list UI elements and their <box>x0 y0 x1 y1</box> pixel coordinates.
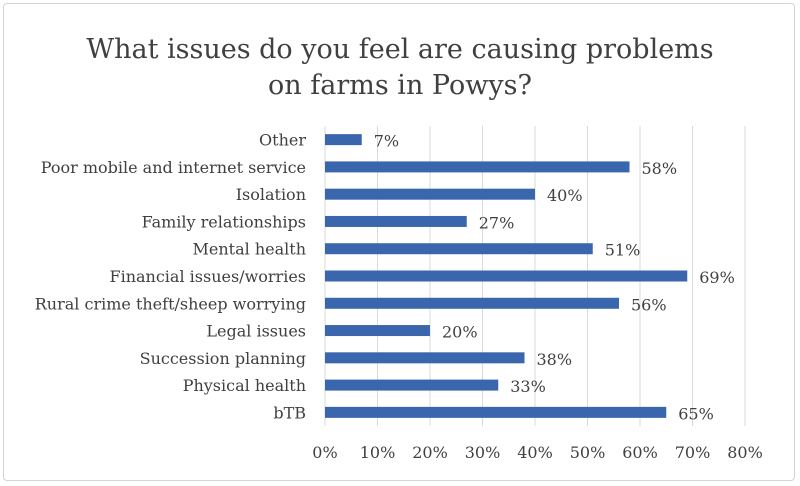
data-label: 33% <box>510 377 546 396</box>
category-label: Isolation <box>236 185 306 204</box>
data-label: 20% <box>442 323 478 342</box>
category-label: Other <box>259 131 306 150</box>
x-tick-label: 40% <box>517 443 553 462</box>
category-label: Financial issues/worries <box>109 267 306 286</box>
category-label: Physical health <box>183 376 306 395</box>
bar <box>325 188 535 200</box>
x-tick-label: 20% <box>412 443 448 462</box>
x-tick-label: 50% <box>570 443 606 462</box>
data-label: 40% <box>547 186 583 205</box>
bar <box>325 297 619 309</box>
x-tick-label: 10% <box>360 443 396 462</box>
data-label: 56% <box>631 295 667 314</box>
chart-frame <box>3 3 795 481</box>
x-tick-label: 80% <box>727 443 763 462</box>
bar <box>325 325 430 337</box>
bar <box>325 243 593 255</box>
category-label: Legal issues <box>206 322 306 341</box>
chart-title-line-1: What issues do you feel are causing prob… <box>86 34 714 65</box>
bar <box>325 161 630 173</box>
x-tick-label: 70% <box>675 443 711 462</box>
category-label: Poor mobile and internet service <box>41 158 306 177</box>
category-label: Succession planning <box>140 349 306 368</box>
category-label: Rural crime theft/sheep worrying <box>35 294 306 313</box>
bar <box>325 215 467 227</box>
category-label: Family relationships <box>142 212 306 231</box>
data-label: 69% <box>699 268 735 287</box>
data-label: 51% <box>605 241 641 260</box>
bar <box>325 379 499 391</box>
category-label: Mental health <box>193 240 307 259</box>
data-label: 7% <box>374 132 399 151</box>
chart-title-line-2: on farms in Powys? <box>268 70 532 101</box>
bar <box>325 352 525 364</box>
data-label: 65% <box>678 404 714 423</box>
bar <box>325 270 688 282</box>
x-tick-label: 60% <box>622 443 658 462</box>
x-tick-label: 30% <box>465 443 501 462</box>
data-label: 27% <box>479 213 515 232</box>
data-label: 58% <box>642 159 678 178</box>
category-label: bTB <box>273 403 306 422</box>
bar <box>325 406 667 418</box>
data-label: 38% <box>537 350 573 369</box>
x-tick-label: 0% <box>312 443 337 462</box>
bar <box>325 134 362 146</box>
